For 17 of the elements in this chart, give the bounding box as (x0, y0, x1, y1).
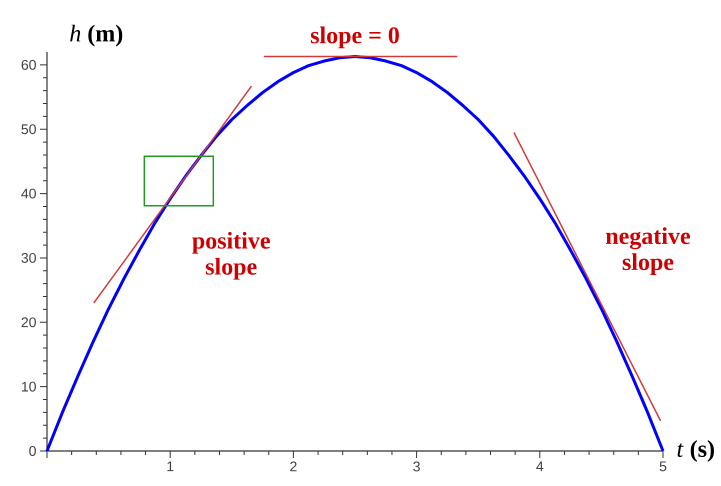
y-tick-label: 10 (22, 382, 36, 392)
annotation: negative slope (606, 227, 690, 276)
y-tick-label: 20 (22, 317, 36, 328)
y-tick-label: 60 (22, 60, 36, 70)
x-tick-label: 5 (660, 462, 666, 472)
annotation: positive slope (192, 232, 270, 280)
x-tick-label: 3 (413, 462, 420, 472)
x-tick-label: 4 (536, 462, 544, 472)
x-axis-title: t (s) (678, 440, 714, 462)
y-axis-title: h (m) (70, 24, 122, 46)
y-tick-label: 30 (21, 252, 36, 263)
x-tick-label: 1 (167, 462, 174, 472)
annotation: slope = 0 (310, 26, 399, 48)
y-tick-label: 0 (29, 446, 36, 456)
y-tick-label: 50 (21, 124, 36, 134)
x-tick-label: 2 (290, 462, 297, 472)
y-tick-label: 40 (21, 188, 36, 199)
